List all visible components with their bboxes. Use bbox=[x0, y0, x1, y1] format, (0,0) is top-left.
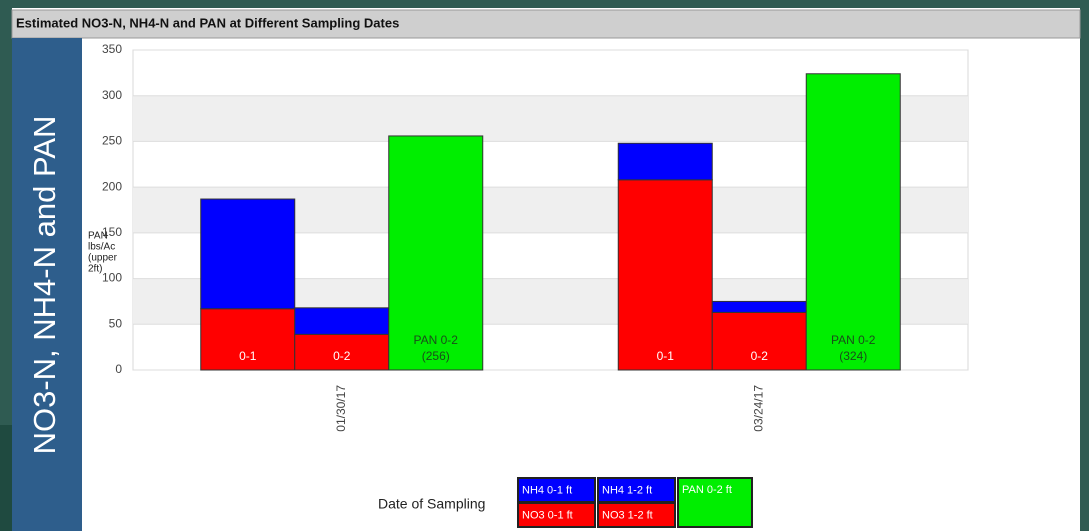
bar-segment bbox=[294, 333, 390, 371]
y-tick-label: 250 bbox=[102, 134, 122, 148]
page-panel bbox=[12, 8, 1080, 531]
x-tick-label: 03/24/17 bbox=[751, 385, 765, 432]
bar-label: 0-1 bbox=[239, 349, 257, 363]
legend-swatch bbox=[677, 477, 753, 528]
y-tick-label: 100 bbox=[102, 271, 122, 285]
y-tick-label: 300 bbox=[102, 88, 122, 102]
legend-swatch bbox=[597, 477, 676, 503]
bar-segment bbox=[200, 308, 296, 371]
bar-label: PAN 0-2 bbox=[831, 333, 876, 347]
bar-segment bbox=[711, 300, 807, 313]
side-band bbox=[12, 38, 82, 531]
bar-label: 0-2 bbox=[333, 349, 351, 363]
bar-segment bbox=[200, 198, 296, 310]
side-label: NO3-N, NH4-N and PAN bbox=[27, 116, 62, 455]
y-tick-label: 200 bbox=[102, 179, 122, 193]
bar-label: 0-1 bbox=[657, 349, 675, 363]
frame-notch bbox=[0, 425, 12, 531]
legend-swatch bbox=[517, 502, 596, 528]
legend-label: NH4 0-1 ft bbox=[522, 484, 572, 496]
chart-title: Estimated NO3-N, NH4-N and PAN at Differ… bbox=[16, 15, 399, 30]
y-axis-label: PAN bbox=[88, 231, 108, 242]
bar-segment bbox=[617, 179, 713, 371]
legend-label: NO3 0-1 ft bbox=[522, 509, 573, 521]
legend-label: NO3 1-2 ft bbox=[602, 509, 653, 521]
bar-segment bbox=[617, 142, 713, 181]
bar-segment bbox=[294, 307, 390, 335]
bar-segment bbox=[388, 135, 484, 371]
bar-label: 0-2 bbox=[751, 349, 769, 363]
y-tick-label: 0 bbox=[115, 362, 122, 376]
title-bar bbox=[11, 9, 1081, 39]
bar-label: PAN 0-2 bbox=[414, 333, 459, 347]
y-axis-label: (upper bbox=[88, 253, 118, 264]
value-label: (324) bbox=[839, 349, 867, 363]
y-tick-label: 50 bbox=[109, 316, 123, 330]
x-tick-label: 01/30/17 bbox=[334, 385, 348, 432]
legend-label: PAN 0-2 ft bbox=[682, 484, 732, 496]
legend-label: NH4 1-2 ft bbox=[602, 484, 652, 496]
value-label: (256) bbox=[422, 349, 450, 363]
y-axis-label: 2ft) bbox=[88, 264, 102, 275]
bar-segment bbox=[805, 73, 901, 371]
bar-segment bbox=[711, 311, 807, 371]
y-tick-label: 150 bbox=[102, 225, 122, 239]
y-axis-label: lbs/Ac bbox=[88, 242, 115, 253]
legend-swatch bbox=[517, 477, 596, 503]
x-axis-label: Date of Sampling bbox=[378, 496, 485, 512]
legend-swatch bbox=[597, 502, 676, 528]
y-tick-label: 350 bbox=[102, 42, 122, 56]
